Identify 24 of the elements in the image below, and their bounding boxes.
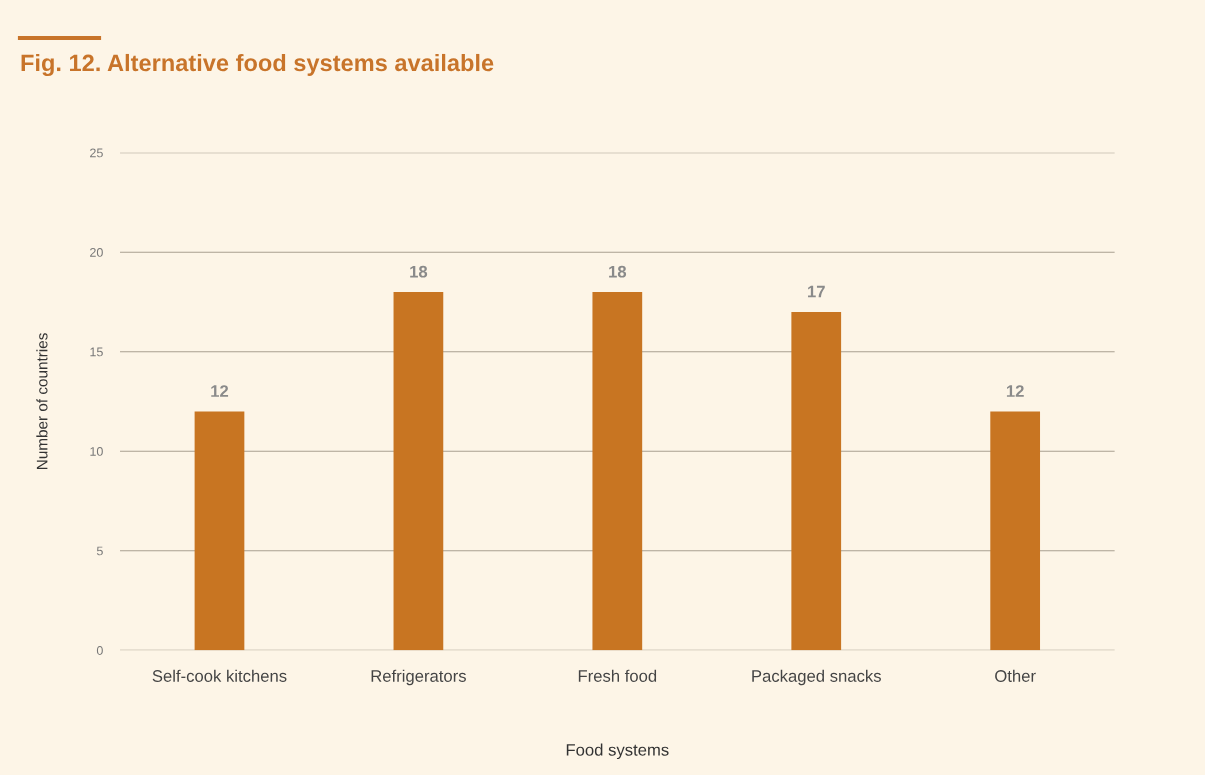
data-label: 12	[1006, 385, 1024, 397]
y-tick-label: 0	[96, 646, 103, 655]
data-label: 12	[211, 385, 229, 397]
x-axis-title: Food systems	[566, 743, 669, 760]
chart-title: Fig. 12. Alternative food systems available	[21, 53, 494, 77]
x-tick-label: Packaged snacks	[752, 669, 881, 686]
x-tick-label: Refrigerators	[371, 669, 466, 686]
bar	[990, 411, 1041, 651]
data-label: 18	[609, 265, 627, 278]
y-tick-label: 25	[90, 148, 103, 158]
x-tick-label: Other	[995, 669, 1036, 682]
data-label: 18	[410, 265, 428, 278]
y-tick-label: 15	[90, 347, 103, 357]
y-tick-label: 20	[90, 247, 103, 257]
data-label: 17	[808, 285, 825, 298]
x-tick-label: Fresh food	[578, 669, 657, 682]
bar	[592, 291, 643, 651]
bar	[393, 291, 444, 651]
y-tick-label: 10	[90, 447, 103, 456]
y-axis-title: Number of countries	[36, 333, 48, 469]
y-tick-label: 5	[96, 546, 103, 556]
x-tick-label: Self-cook kitchens	[152, 669, 287, 682]
bar	[194, 411, 245, 651]
bar	[791, 311, 842, 651]
